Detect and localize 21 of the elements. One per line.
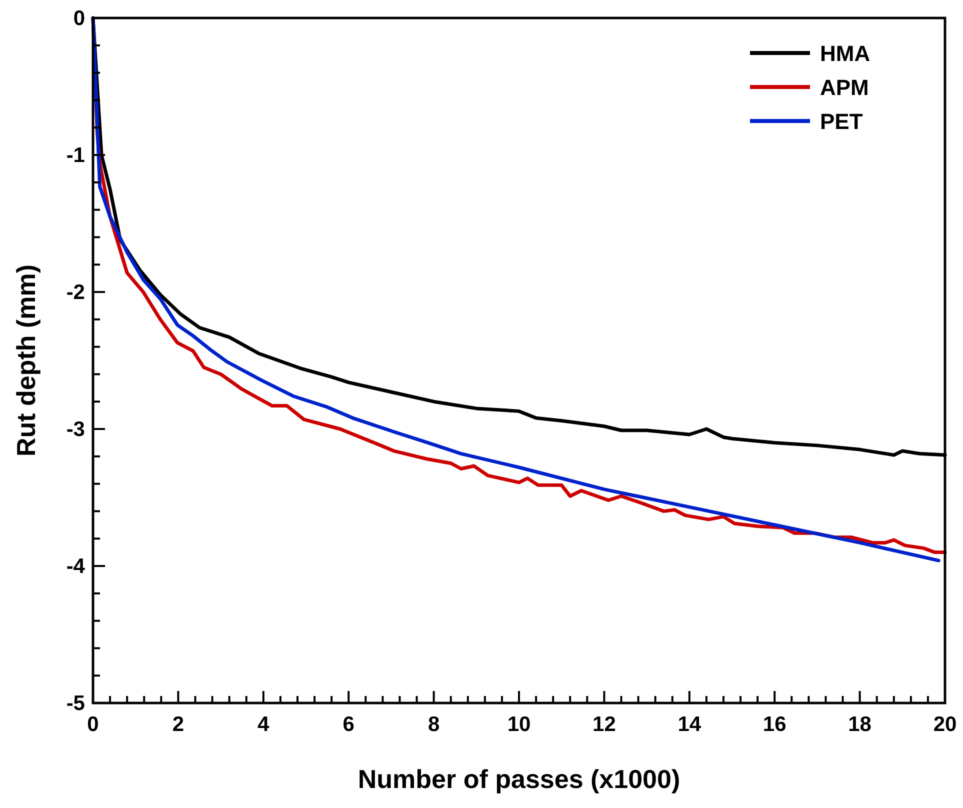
y-tick-label: -2 — [66, 281, 85, 304]
y-axis-title: Rut depth (mm) — [11, 264, 41, 457]
x-tick-label: 8 — [428, 713, 440, 736]
x-tick-label: 14 — [678, 713, 702, 736]
x-tick-label: 18 — [848, 713, 872, 736]
y-tick-label: -5 — [66, 692, 86, 715]
x-tick-label: 20 — [933, 713, 957, 736]
x-tick-label: 16 — [762, 713, 786, 736]
legend-label: HMA — [820, 41, 870, 66]
x-axis-title: Number of passes (x1000) — [358, 764, 680, 794]
x-tick-label: 6 — [342, 713, 354, 736]
y-tick-label: -4 — [66, 555, 86, 578]
x-tick-label: 4 — [258, 713, 270, 736]
y-tick-label: -3 — [66, 418, 85, 441]
x-tick-label: 2 — [172, 713, 184, 736]
y-tick-label: 0 — [73, 7, 85, 30]
legend-label: PET — [820, 109, 864, 134]
x-tick-label: 10 — [507, 713, 531, 736]
y-tick-label: -1 — [66, 144, 86, 167]
x-tick-label: 12 — [592, 713, 616, 736]
legend-label: APM — [820, 75, 869, 100]
